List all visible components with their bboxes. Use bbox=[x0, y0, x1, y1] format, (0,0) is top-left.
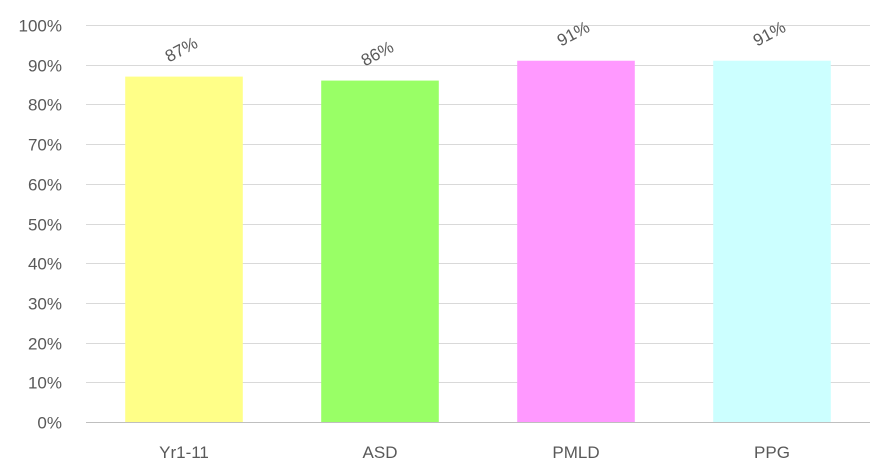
x-axis-tick-labels: Yr1-11 ASD PMLD PPG bbox=[159, 443, 790, 462]
y-tick-label: 60% bbox=[28, 176, 62, 195]
y-axis-tick-labels: 0% 10% 20% 30% 40% 50% 60% 70% 80% 90% 100% bbox=[19, 17, 62, 433]
y-tick-label: 30% bbox=[28, 295, 62, 314]
data-label: 91% bbox=[750, 17, 789, 50]
x-tick-label: PMLD bbox=[552, 443, 599, 462]
bar bbox=[125, 76, 243, 423]
y-tick-label: 50% bbox=[28, 216, 62, 235]
y-tick-label: 100% bbox=[19, 17, 62, 36]
y-tick-label: 70% bbox=[28, 136, 62, 155]
y-tick-label: 40% bbox=[28, 255, 62, 274]
y-tick-label: 10% bbox=[28, 374, 62, 393]
x-tick-label: Yr1-11 bbox=[159, 443, 209, 462]
x-tick-label: PPG bbox=[754, 443, 790, 462]
bar bbox=[517, 60, 635, 422]
bar bbox=[321, 80, 439, 422]
x-tick-label: ASD bbox=[363, 443, 398, 462]
bars bbox=[125, 60, 831, 423]
y-tick-label: 90% bbox=[28, 57, 62, 76]
y-tick-label: 0% bbox=[37, 414, 62, 433]
data-label: 87% bbox=[162, 33, 201, 66]
y-tick-label: 80% bbox=[28, 96, 62, 115]
data-label: 91% bbox=[554, 17, 593, 50]
bar bbox=[713, 60, 831, 422]
y-tick-label: 20% bbox=[28, 335, 62, 354]
